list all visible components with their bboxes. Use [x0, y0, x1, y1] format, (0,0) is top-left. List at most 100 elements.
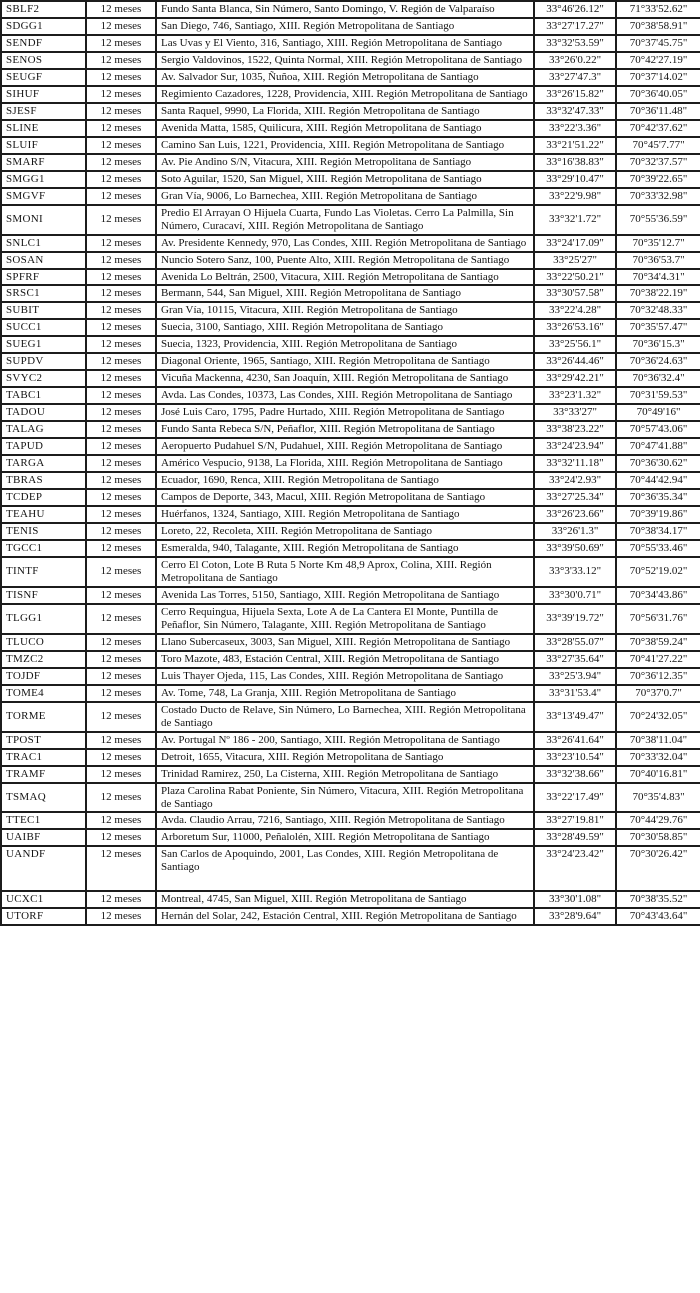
table-row: UAIBF 12 meses Arboretum Sur, 11000, Peñal… [0, 828, 700, 848]
latitude-cell: 33°30'57.58" [533, 284, 617, 304]
address-cell: Nuncio Sotero Sanz, 100, Puente Alto, XI… [155, 250, 535, 270]
table-row: TEAHU 12 meses Huérfanos, 1324, Santiago, … [0, 505, 700, 525]
period-cell: 12 meses [85, 186, 157, 206]
latitude-cell: 33°22'4.28" [533, 301, 617, 321]
period-cell: 12 meses [85, 250, 157, 270]
station-code-cell: SUPDV [0, 352, 87, 372]
period-cell: 12 meses [85, 369, 157, 389]
latitude-cell: 33°39'19.72" [533, 602, 617, 635]
latitude-cell: 33°32'11.18" [533, 454, 617, 474]
latitude-cell: 33°32'53.59" [533, 33, 617, 53]
period-cell: 12 meses [85, 555, 157, 588]
latitude-cell: 33°23'10.54" [533, 747, 617, 767]
address-cell: Plaza Carolina Rabat Poniente, Sin Númer… [155, 781, 535, 814]
longitude-cell: 70°36'53.7" [615, 250, 700, 270]
station-code-cell: UCXC1 [0, 890, 87, 910]
table-row: SMONI 12 meses Predio El Arrayan O Hijuela… [0, 203, 700, 236]
address-cell: Esmeralda, 940, Talagante, XIII. Región … [155, 539, 535, 558]
longitude-cell: 70°38'58.91" [615, 16, 700, 36]
table-row: SMGG1 12 meses Soto Aguilar, 1520, San Mig… [0, 169, 700, 189]
station-code-cell: TTEC1 [0, 811, 87, 831]
longitude-cell: 70°36'12.35" [615, 666, 700, 686]
period-cell: 12 meses [85, 352, 157, 372]
table-row: SMGVF 12 meses Gran Vía, 9006, Lo Barneche… [0, 186, 700, 206]
latitude-cell: 33°25'56.1" [533, 335, 617, 355]
latitude-cell: 33°16'38.83" [533, 152, 617, 172]
table-row: TBRAS 12 meses Ecuador, 1690, Renca, XIII.… [0, 471, 700, 491]
longitude-cell: 70°42'27.19" [615, 50, 700, 70]
address-cell: Av. Presidente Kennedy, 970, Las Condes,… [155, 233, 535, 253]
address-cell: Sergio Valdovinos, 1522, Quinta Normal, … [155, 50, 535, 70]
longitude-cell: 70°39'22.65" [615, 169, 700, 189]
station-code-cell: TSMAQ [0, 781, 87, 814]
address-cell: Fundo Santa Blanca, Sin Número, Santo Do… [155, 0, 535, 19]
latitude-cell: 33°27'17.27" [533, 16, 617, 36]
period-cell: 12 meses [85, 84, 157, 104]
period-cell: 12 meses [85, 828, 157, 848]
station-code-cell: SBLF2 [0, 0, 87, 19]
period-cell: 12 meses [85, 632, 157, 652]
station-code-cell: UAIBF [0, 828, 87, 848]
latitude-cell: 33°24'23.42" [533, 845, 617, 893]
address-cell: Cerro Requingua, Hijuela Sexta, Lote A d… [155, 602, 535, 635]
station-code-cell: SNLC1 [0, 233, 87, 253]
table-row: TLGG1 12 meses Cerro Requingua, Hijuela Se… [0, 602, 700, 635]
latitude-cell: 33°28'55.07" [533, 632, 617, 652]
table-row: TARGA 12 meses Américo Vespucio, 9138, La … [0, 454, 700, 474]
address-cell: Avda. Las Condes, 10373, Las Condes, XII… [155, 386, 535, 406]
address-cell: Cerro El Coton, Lote B Ruta 5 Norte Km 4… [155, 555, 535, 588]
latitude-cell: 33°21'51.22" [533, 135, 617, 155]
address-cell: Av. Pie Andino S/N, Vitacura, XIII. Regi… [155, 152, 535, 172]
period-cell: 12 meses [85, 152, 157, 172]
longitude-cell: 70°35'57.47" [615, 318, 700, 338]
address-cell: Suecia, 3100, Santiago, XIII. Región Met… [155, 318, 535, 338]
table-row: TCDEP 12 meses Campos de Deporte, 343, Mac… [0, 488, 700, 508]
latitude-cell: 33°26'23.66" [533, 505, 617, 525]
address-cell: Aeropuerto Pudahuel S/N, Pudahuel, XIII.… [155, 437, 535, 457]
table-row: SJESF 12 meses Santa Raquel, 9990, La Flor… [0, 101, 700, 121]
longitude-cell: 70°33'32.98" [615, 186, 700, 206]
station-code-cell: TLGG1 [0, 602, 87, 635]
latitude-cell: 33°29'10.47" [533, 169, 617, 189]
station-code-cell: TALAG [0, 420, 87, 440]
latitude-cell: 33°24'17.09" [533, 233, 617, 253]
address-cell: Hernán del Solar, 242, Estación Central,… [155, 907, 535, 927]
period-cell: 12 meses [85, 203, 157, 236]
longitude-cell: 70°40'16.81" [615, 764, 700, 784]
address-cell: Soto Aguilar, 1520, San Miguel, XIII. Re… [155, 169, 535, 189]
address-cell: Diagonal Oriente, 1965, Santiago, XIII. … [155, 352, 535, 372]
table-row: TLUCO 12 meses Llano Subercaseux, 3003, Sa… [0, 632, 700, 652]
period-cell: 12 meses [85, 781, 157, 814]
latitude-cell: 33°26'1.3" [533, 522, 617, 541]
period-cell: 12 meses [85, 471, 157, 491]
table-row: TPOST 12 meses Av. Portugal Nº 186 - 200, … [0, 730, 700, 750]
period-cell: 12 meses [85, 169, 157, 189]
longitude-cell: 70°38'35.52" [615, 890, 700, 910]
table-row: SNLC1 12 meses Av. Presidente Kennedy, 970… [0, 233, 700, 253]
table-row: TALAG 12 meses Fundo Santa Rebeca S/N, Peñ… [0, 420, 700, 440]
period-cell: 12 meses [85, 335, 157, 355]
address-cell: Vicuña Mackenna, 4230, San Joaquín, XIII… [155, 369, 535, 389]
address-cell: San Carlos de Apoquindo, 2001, Las Conde… [155, 845, 535, 893]
station-code-cell: TEAHU [0, 505, 87, 525]
address-cell: San Diego, 746, Santiago, XIII. Región M… [155, 16, 535, 36]
longitude-cell: 70°36'24.63" [615, 352, 700, 372]
longitude-cell: 70°38'11.04" [615, 730, 700, 750]
period-cell: 12 meses [85, 890, 157, 910]
table-row: UTORF 12 meses Hernán del Solar, 242, Esta… [0, 907, 700, 927]
longitude-cell: 70°36'32.4" [615, 369, 700, 389]
table-row: UANDF 12 meses San Carlos de Apoquindo, 20… [0, 845, 700, 893]
station-code-cell: SVYC2 [0, 369, 87, 389]
longitude-cell: 70°36'11.48" [615, 101, 700, 121]
longitude-cell: 70°37'45.75" [615, 33, 700, 53]
period-cell: 12 meses [85, 50, 157, 70]
period-cell: 12 meses [85, 666, 157, 686]
latitude-cell: 33°38'23.22" [533, 420, 617, 440]
latitude-cell: 33°13'49.47" [533, 700, 617, 733]
period-cell: 12 meses [85, 0, 157, 19]
longitude-cell: 70°36'30.62" [615, 454, 700, 474]
address-cell: Huérfanos, 1324, Santiago, XIII. Región … [155, 505, 535, 525]
station-code-cell: SMARF [0, 152, 87, 172]
address-cell: Trinidad Ramirez, 250, La Cisterna, XIII… [155, 764, 535, 784]
